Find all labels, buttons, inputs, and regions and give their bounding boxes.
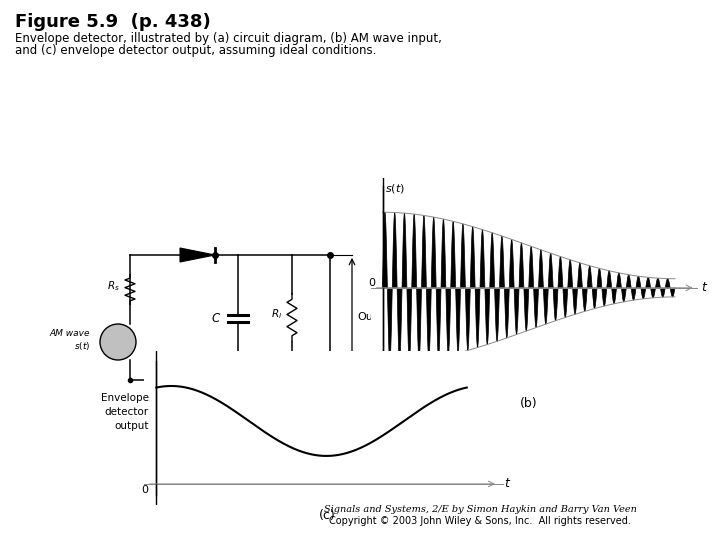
Text: (c): (c) xyxy=(319,509,336,522)
Text: AM wave: AM wave xyxy=(50,329,90,339)
Text: Figure 5.9  (p. 438): Figure 5.9 (p. 438) xyxy=(15,13,211,31)
Text: Output: Output xyxy=(357,313,396,322)
Text: 0: 0 xyxy=(142,484,148,495)
Text: $s(t)$: $s(t)$ xyxy=(385,182,405,195)
Circle shape xyxy=(100,324,136,360)
Text: (b): (b) xyxy=(520,397,538,410)
Text: 0: 0 xyxy=(368,278,375,287)
Text: $s(t)$: $s(t)$ xyxy=(73,340,90,352)
Text: Envelope
detector
output: Envelope detector output xyxy=(101,393,148,431)
Text: and (c) envelope detector output, assuming ideal conditions.: and (c) envelope detector output, assumi… xyxy=(15,44,377,57)
Text: $R_s$: $R_s$ xyxy=(107,280,120,293)
Text: $t$: $t$ xyxy=(504,477,511,490)
Text: Signals and Systems, 2/E by Simon Haykin and Barry Van Veen: Signals and Systems, 2/E by Simon Haykin… xyxy=(323,505,636,514)
Text: $t$: $t$ xyxy=(701,281,708,294)
Text: Copyright © 2003 John Wiley & Sons, Inc.  All rights reserved.: Copyright © 2003 John Wiley & Sons, Inc.… xyxy=(329,516,631,526)
Text: $R_l$: $R_l$ xyxy=(271,308,282,321)
Text: Envelope detector, illustrated by (a) circuit diagram, (b) AM wave input,: Envelope detector, illustrated by (a) ci… xyxy=(15,32,442,45)
Polygon shape xyxy=(180,248,215,262)
Text: $C$: $C$ xyxy=(211,312,221,325)
Text: (a): (a) xyxy=(202,400,219,413)
